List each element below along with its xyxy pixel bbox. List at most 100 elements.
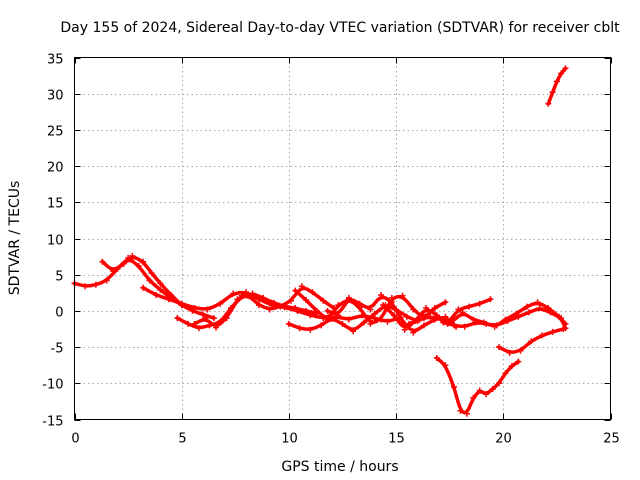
data-point (538, 332, 545, 339)
data-point (174, 315, 181, 322)
y-tick-label: -10 (42, 378, 63, 393)
data-point (451, 383, 457, 390)
data-point (245, 292, 252, 298)
y-tick-label: 35 (47, 53, 64, 68)
data-point (433, 355, 440, 361)
data-point (455, 306, 462, 313)
data-point (82, 283, 89, 290)
data-point (560, 326, 567, 332)
data-point (371, 310, 378, 317)
data-point (313, 307, 320, 314)
data-point (195, 325, 202, 332)
y-tick-label: 5 (55, 270, 63, 285)
data-point (378, 292, 385, 298)
data-point (202, 315, 209, 322)
data-point (157, 280, 164, 287)
data-point (459, 309, 466, 316)
data-point (153, 292, 159, 298)
data-point (421, 322, 427, 329)
data-point (427, 313, 434, 320)
y-tick-label: 30 (47, 89, 64, 104)
data-point (403, 313, 410, 320)
data-point (103, 277, 110, 284)
data-series (71, 65, 569, 417)
data-point (457, 407, 464, 414)
series-track-03 (141, 285, 403, 323)
data-point (472, 319, 479, 326)
y-tick-label: 25 (47, 125, 64, 140)
y-tick-label: 20 (47, 161, 64, 176)
data-point (442, 313, 449, 320)
data-point (399, 292, 406, 299)
data-point (506, 349, 513, 356)
data-point (223, 315, 230, 322)
data-point (303, 297, 310, 303)
data-point (496, 344, 502, 351)
data-point (230, 290, 237, 297)
data-point (410, 329, 417, 336)
data-point (360, 319, 367, 326)
data-point (502, 370, 509, 377)
data-point (303, 307, 310, 314)
data-point (99, 258, 106, 265)
data-point (270, 299, 277, 306)
y-axis-label: SDTVAR / TECUs (7, 181, 23, 296)
data-point (442, 362, 449, 369)
series-track-02 (100, 255, 184, 307)
data-point (255, 302, 262, 309)
x-tick-label: 5 (178, 432, 186, 447)
data-point (345, 294, 352, 301)
data-point (120, 260, 127, 267)
data-point (140, 258, 147, 265)
series-track-11 (441, 307, 568, 331)
data-point (191, 305, 198, 311)
data-point (451, 322, 457, 329)
plot-frame (74, 57, 611, 420)
data-point (416, 316, 423, 323)
data-point (146, 277, 153, 284)
x-tick-label: 25 (603, 432, 620, 447)
data-point (339, 320, 346, 327)
y-tick-label: 0 (55, 306, 63, 321)
data-point (384, 318, 391, 325)
x-tick-labels: 0 5 10 15 20 25 (71, 432, 619, 447)
data-point (288, 297, 294, 304)
y-tick-labels: -15 -10 -5 0 5 10 15 20 25 30 35 (42, 53, 63, 430)
data-point (440, 319, 447, 326)
data-point (213, 324, 219, 331)
data-point (204, 306, 211, 313)
data-point (178, 300, 185, 307)
data-point (345, 316, 352, 323)
data-point (461, 323, 468, 330)
data-point (410, 306, 417, 313)
data-point (534, 299, 541, 306)
data-point (378, 316, 385, 323)
data-point (562, 65, 569, 72)
data-point (260, 294, 267, 301)
data-point (350, 328, 357, 335)
data-point (148, 270, 155, 277)
y-tick-label: -5 (51, 342, 64, 357)
data-point (324, 316, 331, 323)
series-track-06 (287, 304, 420, 331)
x-tick-label: 0 (71, 432, 79, 447)
data-point (307, 326, 314, 333)
data-point (483, 320, 490, 327)
data-point (165, 296, 172, 303)
data-point (234, 296, 241, 303)
y-tick-label: 10 (47, 234, 64, 249)
data-point (515, 358, 522, 365)
data-point (549, 328, 556, 335)
x-tick-label: 10 (281, 432, 298, 447)
data-point (526, 309, 532, 316)
data-point (558, 315, 565, 322)
x-axis-label: GPS time / hours (281, 459, 398, 475)
data-point (266, 306, 273, 313)
series-track-13 (497, 327, 566, 354)
data-point (277, 303, 284, 310)
data-point (335, 302, 342, 309)
data-point (298, 283, 305, 290)
data-point (129, 252, 136, 259)
data-point (185, 320, 192, 327)
